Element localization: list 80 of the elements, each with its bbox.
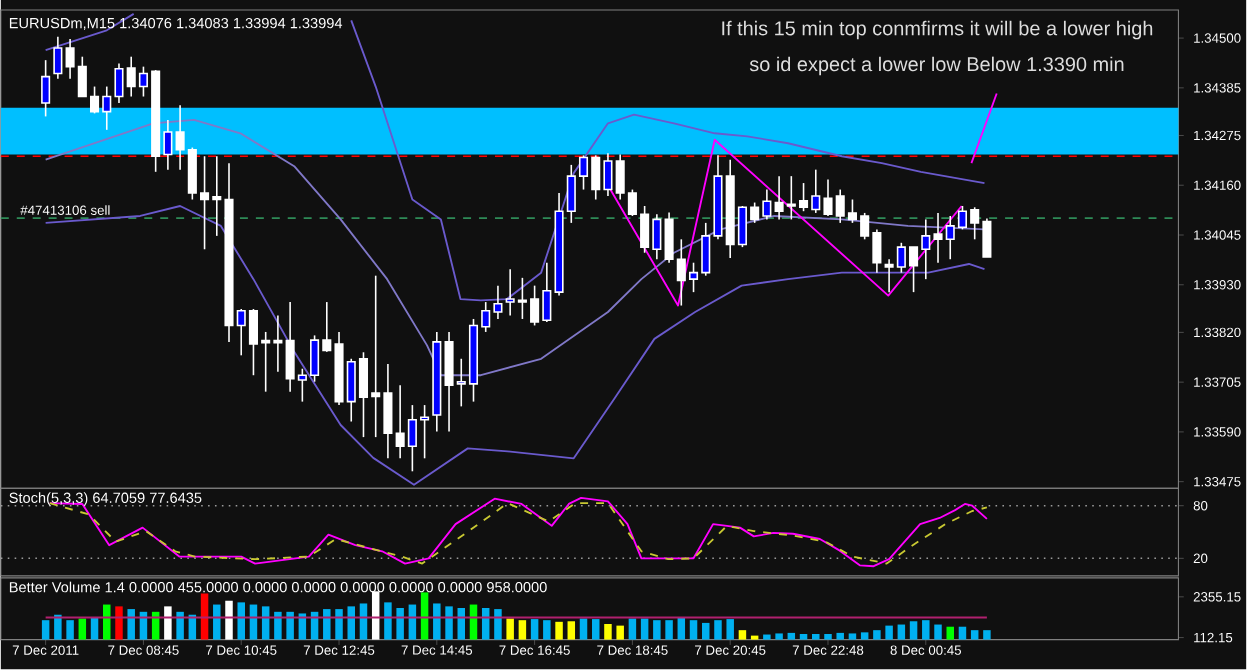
bar [335,609,343,640]
bar [213,604,221,640]
bar [958,626,967,640]
bar [249,604,258,640]
candlestick [53,36,63,80]
bar [408,604,417,640]
bar [494,609,502,640]
bar [665,620,673,640]
bar [90,617,99,640]
bar [151,612,160,640]
bar [164,606,172,640]
bar [420,592,429,640]
bar [127,609,135,640]
bar [726,619,734,640]
bar [653,620,661,640]
bar [775,633,783,640]
bar [873,630,881,640]
bar [176,612,184,640]
bar [518,620,527,640]
bar [897,624,906,640]
bar [54,614,62,640]
bar [261,606,270,640]
bar [799,634,808,640]
bar [922,620,930,640]
bar [323,609,331,640]
annotation: so id expect a lower low Below 1.3390 min [749,56,1124,76]
bar [909,621,918,640]
bar [139,612,148,640]
bar [396,608,404,640]
bar [384,602,392,640]
bar [359,603,368,640]
bar [188,614,197,640]
bar [677,618,686,640]
bar [543,620,551,640]
bar [433,603,441,640]
bar [274,612,282,640]
bar [225,600,233,640]
bar [604,624,612,640]
bar [689,620,698,640]
bar [469,604,478,640]
bar [970,630,979,640]
bar [702,623,710,640]
bar [445,606,453,640]
bar [66,620,74,640]
bar [371,591,380,640]
bar [591,619,600,640]
bar [298,613,307,640]
bar [41,620,50,640]
bar [115,606,123,640]
bar [714,620,722,640]
bar [567,621,576,640]
bar [616,625,624,640]
bar [640,618,649,640]
bar [530,619,539,640]
bar [481,608,490,640]
bar [347,606,355,640]
bar [506,618,514,640]
bar [848,633,857,640]
bar [457,608,466,640]
bar [237,602,245,640]
bar [983,630,991,640]
bar [860,632,869,640]
bar [885,625,893,640]
bar [103,604,111,640]
annotation: If this 15 min top conmfirms it will be a lower high [722,21,1153,40]
bar [812,634,820,640]
bar [836,633,844,640]
bar [946,626,954,640]
bar [628,618,637,640]
bar [763,634,771,640]
bar [286,612,294,640]
bar [787,633,796,640]
bar [824,634,832,640]
bar [579,618,588,640]
bar [78,618,87,640]
bar [738,630,747,640]
bar [200,593,209,640]
bar [934,624,942,640]
bar [310,612,319,640]
bar [555,622,563,640]
